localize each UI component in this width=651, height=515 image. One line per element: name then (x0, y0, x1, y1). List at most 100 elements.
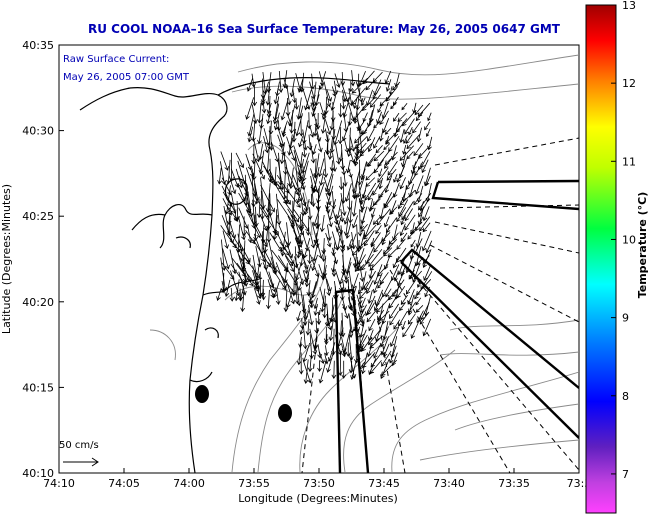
current-vector (365, 169, 377, 181)
colorbar (585, 4, 617, 514)
current-vector (275, 288, 281, 305)
current-vector (396, 285, 406, 299)
current-vector (297, 224, 304, 245)
current-vector (234, 279, 240, 302)
current-vector (286, 222, 292, 247)
current-vector (407, 230, 415, 240)
current-vector (344, 261, 352, 281)
current-vector (301, 249, 309, 275)
current-vector (348, 200, 353, 224)
current-vector (379, 94, 392, 107)
current-vector (306, 280, 312, 297)
current-vector (304, 89, 312, 111)
current-vector (333, 80, 339, 95)
current-vector (408, 269, 415, 280)
current-vector (373, 150, 385, 162)
current-vector (342, 94, 351, 118)
current-vector (220, 225, 237, 249)
current-vector (352, 96, 358, 109)
current-vector (277, 199, 295, 225)
station-marker (195, 385, 209, 403)
current-vector (392, 256, 400, 269)
current-vector (317, 360, 322, 372)
current-vector (357, 121, 365, 132)
current-vector (399, 190, 416, 206)
current-vector (358, 198, 364, 214)
current-vector (414, 104, 424, 116)
plot-area (58, 44, 580, 474)
current-vector (338, 176, 344, 191)
current-vector (329, 160, 335, 172)
current-vector (381, 350, 392, 367)
current-vector (313, 158, 318, 179)
current-vector (328, 320, 334, 342)
current-vector (370, 237, 375, 248)
current-vector (345, 257, 352, 275)
current-vector (404, 208, 413, 222)
current-vector (366, 310, 377, 323)
current-vector (368, 264, 374, 280)
current-vector (260, 279, 266, 298)
current-vector (361, 168, 366, 179)
current-vector (351, 87, 366, 105)
current-vector (366, 342, 373, 358)
current-vector (296, 239, 301, 259)
current-vector (404, 118, 415, 135)
current-vector (359, 343, 365, 353)
current-vector (286, 136, 296, 162)
current-vector (410, 161, 417, 175)
current-vector (299, 310, 310, 335)
current-vector (362, 112, 368, 123)
current-vector (253, 214, 259, 242)
current-vector (303, 199, 310, 216)
current-vector (401, 103, 408, 111)
current-vector (415, 175, 424, 195)
current-vector (258, 271, 263, 297)
current-vector (276, 193, 282, 226)
current-vector (373, 238, 384, 253)
current-vector (286, 288, 294, 309)
current-vector (358, 361, 366, 370)
current-vector (324, 273, 331, 297)
current-vector (412, 121, 421, 134)
current-vector (350, 286, 357, 301)
current-vector (359, 215, 365, 230)
y-tick-label: 40:35 (22, 39, 54, 52)
current-vector (343, 136, 350, 154)
current-vector (389, 310, 399, 326)
current-vector (331, 86, 337, 97)
current-vector (323, 81, 332, 108)
current-vector (224, 279, 231, 297)
current-vector (221, 280, 226, 293)
current-vector (315, 238, 323, 260)
current-vector (341, 279, 347, 293)
current-vector (217, 167, 223, 185)
current-vector (348, 360, 354, 374)
current-vector (297, 78, 304, 93)
current-vector (404, 214, 416, 231)
current-vector (267, 126, 272, 150)
colorbar-tick-label: 10 (622, 233, 636, 246)
current-vector (299, 254, 305, 267)
current-vector (228, 174, 237, 195)
current-vector (384, 158, 392, 169)
current-vector (367, 137, 376, 153)
current-vector (304, 273, 310, 288)
current-vector (367, 302, 375, 316)
current-vector (238, 216, 246, 241)
current-vector (325, 201, 331, 214)
current-vector (367, 190, 375, 201)
current-vector (254, 223, 268, 248)
current-vector (279, 143, 285, 165)
current-vector (338, 272, 345, 285)
current-vector (389, 326, 400, 348)
current-vector (341, 343, 347, 358)
y-tick-label: 40:20 (22, 296, 54, 309)
current-vector (261, 288, 266, 301)
current-vector (424, 286, 430, 298)
current-vector (260, 184, 275, 213)
current-vector (393, 174, 398, 183)
current-vector (379, 310, 390, 321)
current-vector (384, 127, 392, 135)
current-vector (257, 102, 263, 124)
